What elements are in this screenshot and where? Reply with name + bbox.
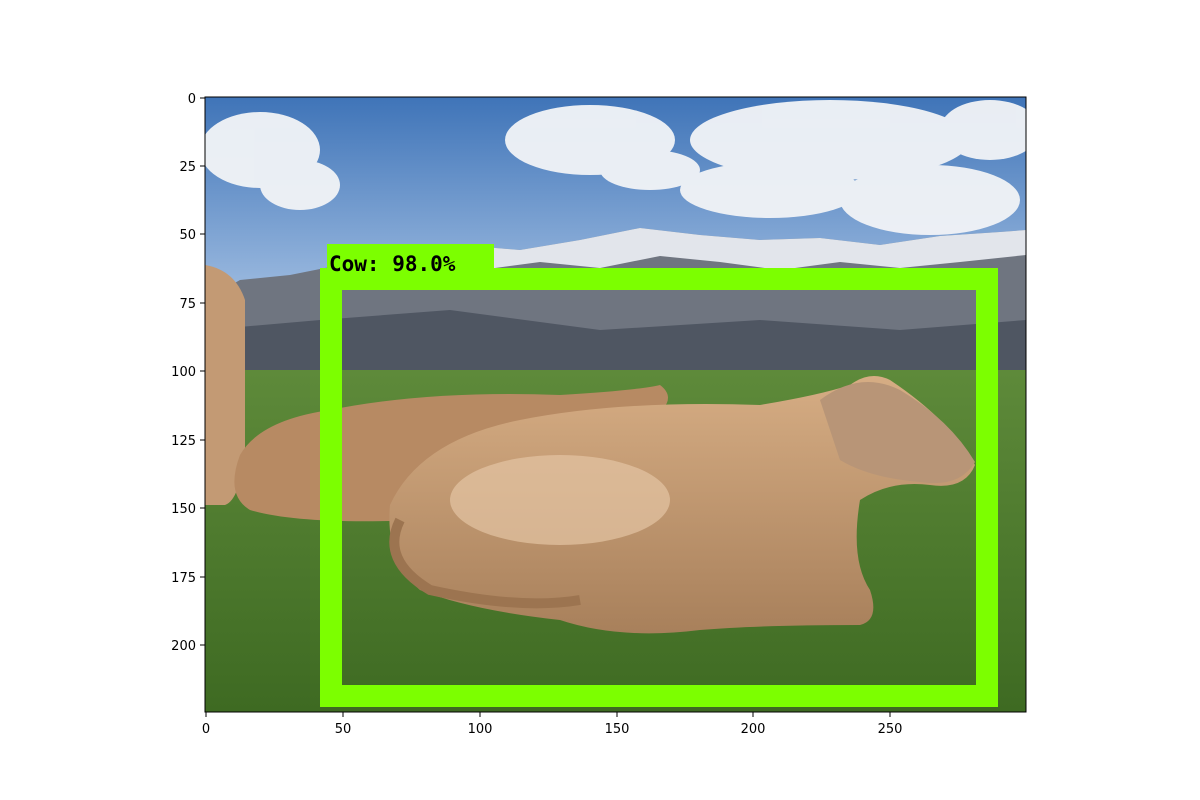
y-tick-label: 175 [171, 571, 196, 586]
x-tick-label: 150 [605, 722, 630, 737]
y-tick-label: 125 [171, 434, 196, 449]
cow-head [820, 382, 975, 484]
detection-label: Cow: 98.0% [329, 252, 456, 276]
y-axis: 0 25 50 75 100 125 150 175 200 [171, 92, 205, 654]
x-tick-label: 50 [335, 722, 352, 737]
left-cow [205, 265, 245, 505]
x-tick-label: 250 [878, 722, 903, 737]
detection-label-background [327, 244, 494, 279]
y-tick-label: 50 [179, 228, 196, 243]
clouds [205, 100, 1026, 235]
detection-overlay: Cow: 98.0% [320, 244, 998, 707]
cow-tail [389, 517, 581, 609]
x-tick-label: 100 [468, 722, 493, 737]
x-tick-label: 200 [741, 722, 766, 737]
y-tick-label: 200 [171, 639, 196, 654]
y-tick-label: 150 [171, 502, 196, 517]
cow-belly-highlight [450, 455, 670, 545]
y-tick-label: 0 [188, 92, 196, 107]
y-tick-label: 75 [179, 297, 196, 312]
y-tick-label: 100 [171, 365, 196, 380]
x-tick-label: 0 [202, 722, 210, 737]
x-axis: 0 50 100 150 200 250 [202, 712, 903, 737]
main-cow-body [389, 376, 975, 634]
axes-frame [204, 96, 1027, 713]
snow-peaks [460, 228, 1026, 270]
detection-box [320, 268, 998, 707]
y-tick-label: 25 [179, 160, 196, 175]
